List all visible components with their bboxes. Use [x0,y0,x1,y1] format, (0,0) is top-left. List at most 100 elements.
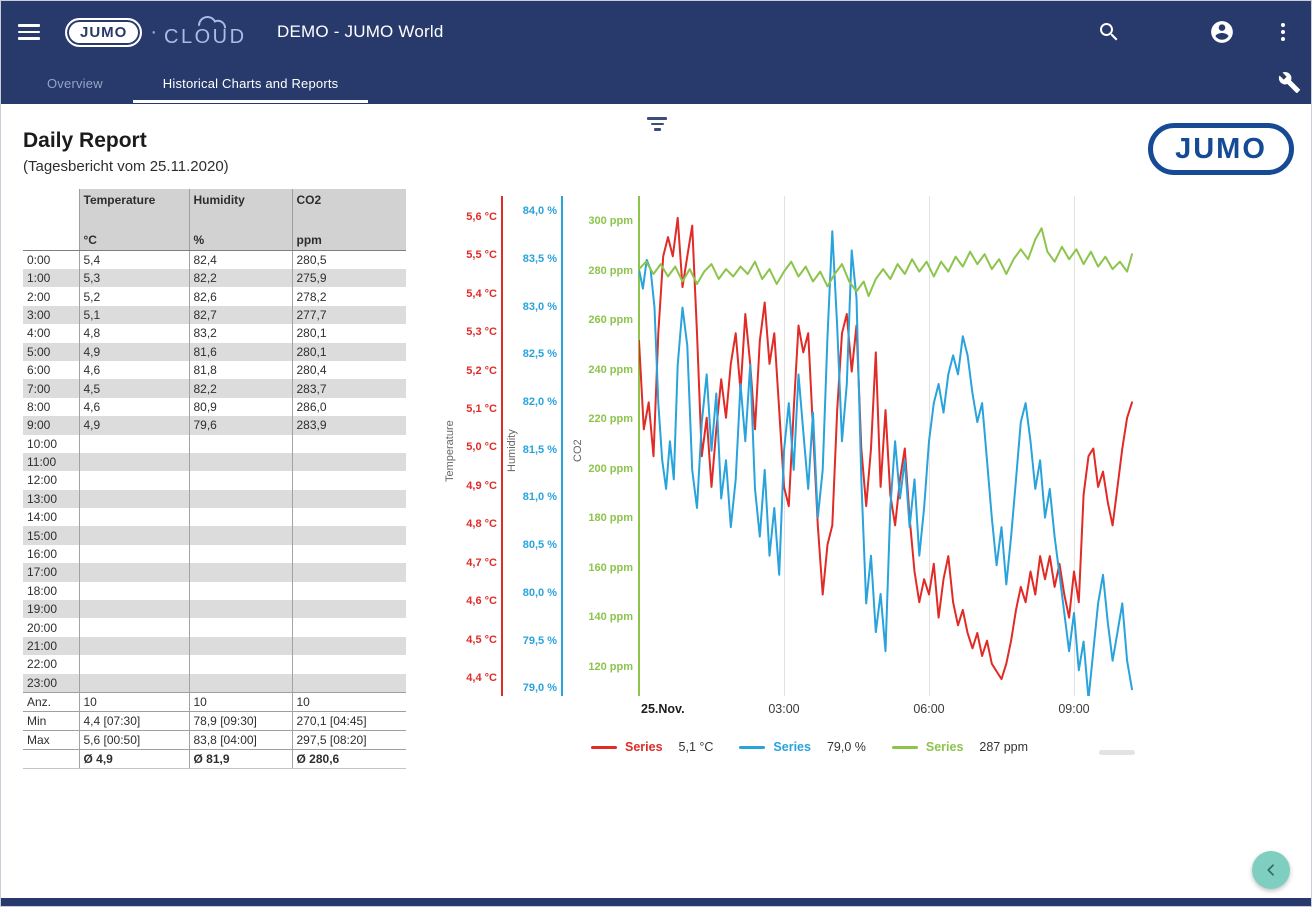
row-value-cell: 83,2 [188,324,292,343]
temp-axis-tick: 5,4 °C [466,287,497,300]
co2-axis-tick: 300 ppm [588,215,633,228]
hum-axis-tick: 82,0 % [522,396,557,409]
row-time-label: 0:00 [27,253,51,267]
row-time-label: 7:00 [23,379,79,398]
row-value-cell [78,434,189,453]
settings-wrench-icon[interactable] [1278,71,1301,94]
legend-item-co2[interactable]: Series 287 ppm [891,740,1028,754]
tab-overview[interactable]: Overview [17,63,133,104]
chart-legend: Series 5,1 °C Series 79,0 % Series 287 ppm [591,740,1054,754]
temp-axis-tick: 4,5 °C [466,633,497,646]
table-row: 7:00 4,5 82,2 283,7 [23,379,406,398]
hum-axis-tick: 79,5 % [522,634,557,647]
row-time-label: 22:00 [27,657,58,672]
x-axis-tick: 03:00 [768,702,800,716]
row-time-label: 15:00 [23,526,79,545]
table-row: 12:00 [23,471,406,490]
summary-value-cell: 297,5 [08:20] [291,729,406,750]
account-icon[interactable] [1209,19,1235,45]
row-value-cell: 280,5 [291,250,406,269]
row-value-cell [291,471,406,490]
row-value-cell [188,434,292,453]
co2-axis-tick: 280 ppm [588,264,633,277]
row-value-cell: 286,0 [291,397,406,417]
x-axis-tick: 06:00 [913,702,945,716]
summary-value-cell: 78,9 [09:30] [188,710,292,731]
row-value-cell: 82,2 [188,269,292,288]
summary-label: Min [23,710,79,731]
row-value-cell [291,673,406,693]
chart-scrollbar-handle[interactable] [1099,750,1135,755]
row-value-cell [78,618,189,637]
row-value-cell [291,526,406,545]
row-value-cell: 5,1 [78,305,189,325]
temp-axis-tick: 4,7 °C [466,556,497,569]
table-row: 13:00 [23,489,406,509]
row-time-label: 13:00 [23,489,79,509]
row-value-cell [291,544,406,564]
row-value-cell [78,581,189,601]
row-value-cell [188,581,292,601]
row-value-cell: 280,1 [291,324,406,343]
row-time-label: 2:00 [27,289,51,304]
row-value-cell [78,508,189,527]
temp-axis-tick: 4,6 °C [466,595,497,608]
row-value-cell: 275,9 [291,269,406,288]
summary-value-cell: 5,6 [00:50] [78,729,189,750]
table-row: 2:00 5,2 82,6 278,2 [23,287,406,306]
summary-value-cell: 83,8 [04:00] [188,729,292,750]
vertical-gridline [1073,196,1075,696]
row-value-cell [78,636,189,656]
row-time-label: 8:00 [27,399,51,414]
more-options-icon[interactable] [1271,20,1295,44]
co2-series-line [639,227,1133,298]
row-value-cell [188,489,292,509]
menu-icon[interactable] [15,20,43,44]
table-row: 10:00 [23,434,406,453]
filter-collapse-icon[interactable] [644,114,670,134]
row-value-cell [78,526,189,545]
table-row: 21:00 [23,636,406,656]
brand-logo: JUMO · CLOUD [65,11,261,53]
summary-value-cell: 4,4 [07:30] [78,710,189,731]
summary-value-cell: 270,1 [04:45] [291,710,406,731]
row-value-cell [78,452,189,472]
row-value-cell: 82,7 [188,305,292,325]
legend-series-value: 79,0 % [826,740,866,754]
bottom-bar [1,898,1311,906]
row-value-cell [188,452,292,472]
row-value-cell [188,526,292,545]
legend-line-swatch [739,745,766,749]
hum-axis-tick: 81,5 % [522,443,557,456]
row-time-label: 4:00 [27,326,51,341]
hum-axis-tick: 81,0 % [522,491,557,504]
row-value-cell: 81,6 [188,342,292,361]
report-table: Temperature °C Humidity% CO2 ppm 0:00 5,4 82,4… [23,189,406,769]
hum-axis-tick: 83,5 % [522,252,557,265]
table-row: 11:00 [23,452,406,472]
row-value-cell [291,655,406,674]
legend-item-hum[interactable]: Series 79,0 % [739,740,866,754]
row-value-cell: 4,8 [78,324,189,343]
row-time-label: 14:00 [27,510,58,525]
co2-axis-tick: 240 ppm [588,363,633,376]
report-header: Daily Report (Tagesbericht vom 25.11.202… [23,129,229,175]
table-row: 15:00 [23,526,406,545]
summary-label: Max [23,729,79,750]
row-value-cell [291,618,406,637]
x-axis-tick: 25.Nov. [641,702,685,716]
table-row: 0:00 5,4 82,4 280,5 [23,250,406,269]
legend-item-temp[interactable]: Series 5,1 °C [591,740,713,754]
row-value-cell [188,673,292,693]
tab-historical-charts-and-reports[interactable]: Historical Charts and Reports [132,63,369,104]
table-row: 17:00 [23,563,406,582]
search-icon[interactable] [1097,20,1121,44]
row-time-label: 18:00 [27,583,58,598]
table-row: 19:00 [23,600,406,619]
collapse-panel-button[interactable] [1252,851,1290,889]
row-value-cell: 5,4 [78,250,189,269]
summary-label [23,748,79,769]
historical-chart: Temperature 5,6 °C 5,5 °C 5,4 °C 5,3 °C 5,2 °… [441,196,1146,781]
summary-value-cell: Ø 4,9 [78,748,189,769]
row-value-cell: 280,1 [291,342,406,361]
